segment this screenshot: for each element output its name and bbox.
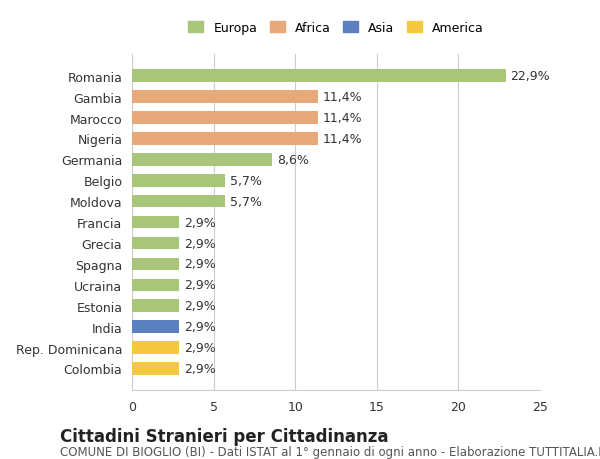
- Bar: [132, 196, 225, 208]
- Bar: [132, 258, 179, 271]
- Bar: [132, 300, 179, 312]
- Bar: [132, 112, 318, 124]
- Text: 5,7%: 5,7%: [230, 174, 262, 187]
- Legend: Europa, Africa, Asia, America: Europa, Africa, Asia, America: [185, 18, 487, 38]
- Text: 2,9%: 2,9%: [184, 300, 216, 313]
- Bar: [132, 363, 179, 375]
- Text: 2,9%: 2,9%: [184, 216, 216, 229]
- Text: COMUNE DI BIOGLIO (BI) - Dati ISTAT al 1° gennaio di ogni anno - Elaborazione TU: COMUNE DI BIOGLIO (BI) - Dati ISTAT al 1…: [60, 445, 600, 458]
- Text: 2,9%: 2,9%: [184, 237, 216, 250]
- Bar: [132, 154, 272, 166]
- Bar: [132, 91, 318, 104]
- Bar: [132, 174, 225, 187]
- Text: 2,9%: 2,9%: [184, 279, 216, 291]
- Text: 22,9%: 22,9%: [511, 70, 550, 83]
- Text: 11,4%: 11,4%: [323, 133, 362, 146]
- Bar: [132, 216, 179, 229]
- Bar: [132, 237, 179, 250]
- Text: 2,9%: 2,9%: [184, 341, 216, 354]
- Text: 2,9%: 2,9%: [184, 362, 216, 375]
- Bar: [132, 321, 179, 333]
- Bar: [132, 70, 506, 83]
- Bar: [132, 133, 318, 146]
- Text: 5,7%: 5,7%: [230, 195, 262, 208]
- Text: 11,4%: 11,4%: [323, 112, 362, 125]
- Text: 2,9%: 2,9%: [184, 258, 216, 271]
- Text: 11,4%: 11,4%: [323, 91, 362, 104]
- Bar: [132, 341, 179, 354]
- Text: Cittadini Stranieri per Cittadinanza: Cittadini Stranieri per Cittadinanza: [60, 427, 389, 445]
- Bar: [132, 279, 179, 291]
- Text: 8,6%: 8,6%: [277, 154, 309, 167]
- Text: 2,9%: 2,9%: [184, 320, 216, 333]
